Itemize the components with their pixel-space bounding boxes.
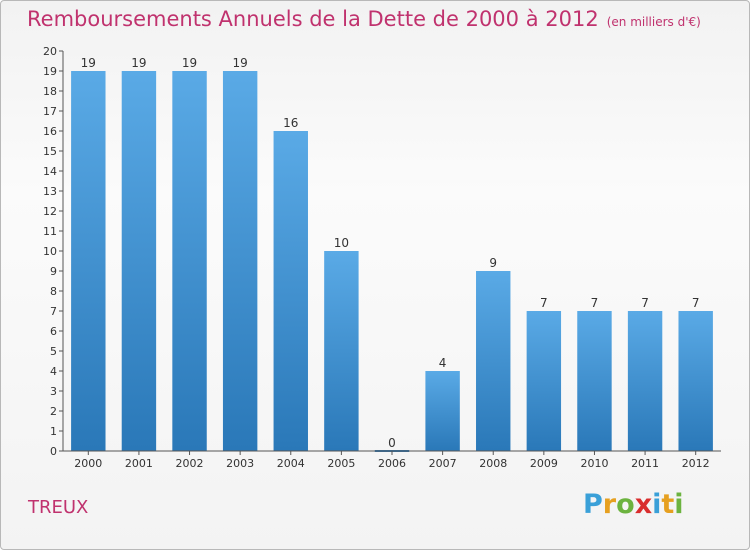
data-label-2005: 10 <box>334 236 349 250</box>
x-tick-label-2009: 2009 <box>530 457 558 470</box>
y-tick-label: 10 <box>43 245 57 258</box>
bar-2004 <box>273 131 308 451</box>
x-tick-label-2002: 2002 <box>176 457 204 470</box>
data-label-2000: 19 <box>81 56 96 70</box>
x-tick-label-2010: 2010 <box>580 457 608 470</box>
y-tick-label: 18 <box>43 85 57 98</box>
bars: 19 19 19 19 16 10 0 4 9 7 7 7 7 <box>71 56 713 452</box>
x-axis: 2000 2001 2002 2003 2004 2005 2006 2007 2008 2009… <box>63 450 721 470</box>
x-tick-label-2011: 2011 <box>631 457 659 470</box>
y-tick-label: 9 <box>50 265 57 278</box>
title-text: Remboursements Annuels de la Dette de 20… <box>27 7 599 31</box>
bar-2003 <box>222 71 258 451</box>
y-tick-label: 8 <box>50 285 57 298</box>
data-label-2003: 19 <box>233 56 248 70</box>
x-tick-label-2012: 2012 <box>682 457 710 470</box>
data-label-2002: 19 <box>182 56 197 70</box>
y-tick-label: 3 <box>50 385 57 398</box>
bar-2012 <box>678 311 713 451</box>
y-tick-label: 13 <box>43 185 57 198</box>
y-tick-label: 12 <box>43 205 57 218</box>
data-label-2012: 7 <box>692 296 700 310</box>
y-tick-label: 20 <box>43 45 57 58</box>
x-tick-label-2006: 2006 <box>378 457 406 470</box>
x-tick-label-2003: 2003 <box>226 457 254 470</box>
x-tick-label-2001: 2001 <box>125 457 153 470</box>
y-tick-label: 11 <box>43 225 57 238</box>
y-tick-label: 15 <box>43 145 57 158</box>
y-tick-label: 2 <box>50 405 57 418</box>
y-tick-label: 5 <box>50 345 57 358</box>
y-tick-label: 16 <box>43 125 57 138</box>
logo-letter: x <box>634 489 653 520</box>
bar-2001 <box>121 71 157 451</box>
bar-2000 <box>71 71 106 451</box>
bar-2010 <box>577 311 612 451</box>
y-tick-label: 7 <box>50 305 57 318</box>
bar-2002 <box>172 71 207 451</box>
chart-title: Remboursements Annuels de la Dette de 20… <box>27 7 701 31</box>
commune-name: TREUX <box>28 497 89 518</box>
logo-letter: o <box>616 489 635 520</box>
x-tick-label-2004: 2004 <box>277 457 305 470</box>
y-tick-label: 19 <box>43 65 57 78</box>
bar-2008 <box>476 271 511 451</box>
data-label-2004: 16 <box>283 116 298 130</box>
logo-letter: i <box>674 489 684 520</box>
data-label-2001: 19 <box>131 56 146 70</box>
y-tick-label: 17 <box>43 105 57 118</box>
proxiti-logo[interactable]: Proxiti <box>583 489 684 520</box>
logo-letter: t <box>661 489 675 520</box>
data-label-2011: 7 <box>641 296 649 310</box>
logo-letter: i <box>652 489 662 520</box>
bar-2005 <box>324 251 359 451</box>
x-tick-label-2008: 2008 <box>479 457 507 470</box>
bar-2011 <box>627 311 663 451</box>
x-tick-label-2000: 2000 <box>74 457 102 470</box>
logo-letter: r <box>602 489 617 520</box>
logo-letter: P <box>583 489 603 520</box>
bar-2007 <box>425 371 460 451</box>
y-tick-label: 14 <box>43 165 57 178</box>
title-unit: (en milliers d'€) <box>606 15 701 29</box>
y-tick-label: 4 <box>50 365 57 378</box>
data-label-2007: 4 <box>439 356 447 370</box>
data-label-2010: 7 <box>591 296 599 310</box>
bar-2009 <box>526 311 562 451</box>
data-label-2009: 7 <box>540 296 548 310</box>
data-label-2008: 9 <box>489 256 497 270</box>
x-tick-label-2005: 2005 <box>327 457 355 470</box>
y-tick-label: 6 <box>50 325 57 338</box>
data-label-2006: 0 <box>388 436 396 450</box>
x-tick-label-2007: 2007 <box>429 457 457 470</box>
y-tick-label: 0 <box>50 445 57 458</box>
y-tick-label: 1 <box>50 425 57 438</box>
